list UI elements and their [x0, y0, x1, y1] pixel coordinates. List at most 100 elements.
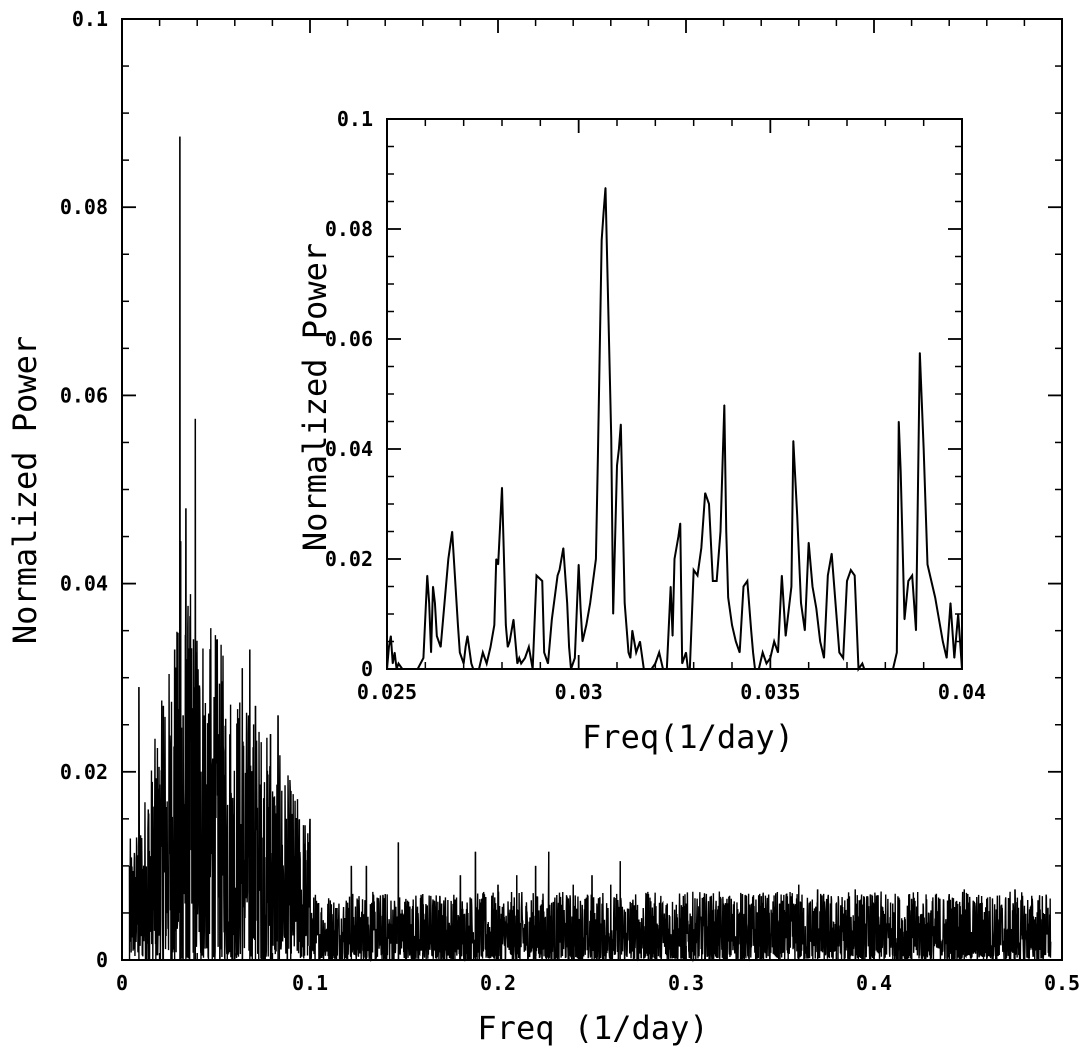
main-x-tick-label: 0: [116, 971, 128, 995]
inset-power-point: [556, 574, 559, 577]
inset-power-point: [464, 646, 467, 648]
inset-power-point: [497, 563, 499, 566]
inset-power-point: [926, 563, 929, 566]
inset-power-point: [658, 651, 660, 654]
inset-power-point: [470, 662, 472, 665]
inset-power-point: [505, 624, 507, 626]
inset-y-tick-label: 0.1: [337, 107, 373, 131]
inset-power-point: [466, 635, 469, 637]
inset-power-point: [819, 640, 821, 643]
main-power-series: [128, 136, 1052, 963]
main-y-tick-label: 0.04: [60, 572, 108, 596]
inset-power-point: [516, 662, 518, 665]
inset-power-point: [811, 585, 814, 588]
inset-power-point: [903, 618, 906, 621]
inset-power-point: [394, 651, 396, 654]
inset-power-point: [792, 440, 794, 442]
inset-power-point: [679, 522, 681, 524]
inset-power-point: [597, 459, 599, 461]
inset-power-point: [509, 640, 511, 643]
inset-power-point: [612, 613, 614, 615]
inset-power-point: [547, 662, 549, 665]
inset-power-point: [735, 640, 737, 643]
inset-x-tick-label: 0.025: [357, 680, 417, 704]
inset-power-point: [834, 602, 837, 604]
inset-power-point: [610, 437, 612, 439]
inset-power-point: [639, 640, 641, 643]
inset-power-point: [898, 420, 900, 423]
main-axis-ticks: 0 0.1 0.2 0.3 0.4 0.5 0 0.02 0.04 0.06 0.08 0.1: [60, 7, 1080, 995]
inset-power-point: [838, 651, 840, 654]
inset-power-point: [486, 662, 488, 665]
inset-power-point: [578, 563, 580, 566]
inset-power-point: [725, 530, 727, 533]
inset-power-point: [447, 558, 449, 560]
inset-power-point: [953, 657, 955, 659]
inset-power-point: [495, 558, 497, 560]
inset-power-point: [482, 651, 484, 654]
inset-power-point: [790, 585, 793, 588]
inset-x-tick-label: 0.035: [740, 680, 800, 704]
inset-power-point: [673, 558, 676, 560]
inset-power-point: [949, 602, 952, 604]
inset-power-point: [934, 596, 936, 599]
inset-power-point: [459, 651, 461, 654]
inset-chart-panel: 0.025 0.03 0.035 0.04 0 0.02 0.04 0.06 0.08 0.1 F…: [296, 107, 986, 756]
inset-y-tick-label: 0: [361, 657, 373, 681]
inset-power-point: [723, 404, 725, 406]
inset-power-point: [392, 662, 394, 665]
inset-power-point: [815, 607, 817, 610]
inset-power-point: [457, 624, 459, 626]
inset-power-point: [719, 530, 722, 533]
inset-power-point: [589, 602, 591, 604]
inset-power-point: [524, 657, 526, 659]
inset-power-point: [543, 651, 545, 654]
inset-power-point: [693, 569, 695, 571]
inset-power-point: [911, 574, 913, 577]
inset-power-point: [942, 640, 944, 643]
inset-y-tick-label: 0.02: [325, 547, 373, 571]
inset-power-point: [602, 211, 605, 214]
inset-power-point: [946, 657, 948, 659]
inset-power-point: [938, 618, 940, 621]
inset-power-point: [900, 470, 902, 472]
inset-power-point: [507, 646, 509, 648]
inset-power-point: [796, 514, 798, 516]
inset-power-point: [551, 618, 553, 621]
inset-power-point: [595, 558, 597, 560]
main-x-tick-label: 0.5: [1044, 971, 1080, 995]
inset-power-point: [681, 662, 683, 665]
inset-power-point: [739, 651, 741, 654]
inset-power-point: [489, 646, 492, 648]
inset-power-point: [712, 580, 714, 582]
inset-power-point: [727, 596, 729, 599]
inset-power-point: [624, 602, 626, 604]
inset-power-point: [434, 602, 436, 604]
inset-power-point: [518, 657, 520, 659]
inset-power-point: [896, 651, 898, 654]
inset-power-point: [428, 602, 430, 604]
inset-power-point: [388, 646, 390, 648]
main-y-axis-title: Normalized Power: [6, 336, 44, 644]
main-y-tick-label: 0: [96, 948, 108, 972]
inset-power-point: [562, 547, 564, 549]
inset-axis-ticks: 0.025 0.03 0.035 0.04 0 0.02 0.04 0.06 0.08 0.1: [325, 107, 986, 704]
inset-power-point: [616, 464, 618, 467]
main-chart-panel: 0 0.1 0.2 0.3 0.4 0.5 0 0.02 0.04 0.06 0.08 0.1 Fre…: [6, 7, 1080, 1047]
inset-power-point: [907, 580, 909, 582]
inset-power-point: [493, 624, 495, 626]
inset-power-point: [558, 569, 561, 571]
inset-power-point: [781, 574, 783, 577]
inset-power-point: [846, 580, 848, 582]
inset-power-point: [627, 651, 630, 654]
main-x-axis-title: Freq (1/day): [477, 1009, 708, 1047]
inset-power-point: [850, 569, 852, 571]
inset-y-tick-label: 0.08: [325, 217, 373, 241]
inset-y-axis-title: Normalized Power: [296, 243, 334, 551]
main-y-tick-label: 0.02: [60, 760, 108, 784]
inset-power-point: [397, 662, 400, 665]
inset-power-point: [704, 492, 706, 494]
main-x-tick-label: 0.1: [292, 971, 328, 995]
inset-x-axis-title: Freq(1/day): [582, 718, 794, 756]
inset-power-point: [708, 503, 710, 505]
